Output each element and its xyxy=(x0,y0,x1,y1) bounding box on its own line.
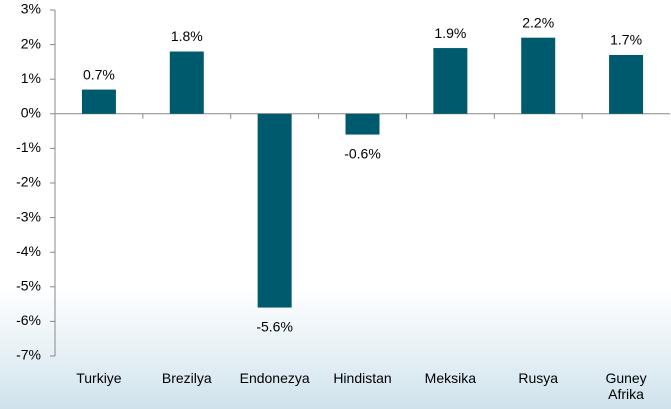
x-tick-label: Rusya xyxy=(518,370,559,386)
data-label: 1.7% xyxy=(610,32,642,48)
data-label: -5.6% xyxy=(256,318,293,334)
data-label: 0.7% xyxy=(83,66,115,82)
data-label: 1.8% xyxy=(171,28,203,44)
y-tick-label: -7% xyxy=(16,347,41,363)
x-tick-label: Meksika xyxy=(424,370,477,386)
y-tick-label: -1% xyxy=(16,139,41,155)
y-tick-label: -3% xyxy=(16,208,41,224)
y-tick-label: 2% xyxy=(21,35,41,51)
y-tick-label: 3% xyxy=(21,1,41,17)
y-tick-label: 0% xyxy=(21,105,41,121)
bar xyxy=(433,48,468,114)
y-tick-label: -6% xyxy=(16,312,41,328)
data-label: -0.6% xyxy=(344,145,381,161)
bar xyxy=(81,89,116,114)
bar xyxy=(257,113,292,308)
bar xyxy=(345,113,380,135)
y-tick-label: -5% xyxy=(16,278,41,294)
bar xyxy=(521,37,556,114)
data-label: 2.2% xyxy=(522,14,554,30)
x-tick-label: Hindistan xyxy=(333,370,392,386)
y-tick-label: 1% xyxy=(21,70,41,86)
bar xyxy=(169,51,204,114)
data-label: 1.9% xyxy=(434,25,466,41)
x-tick-label: Guney Afrika xyxy=(605,370,647,402)
x-tick-label: Brezilya xyxy=(161,370,212,386)
x-tick-label: Turkiye xyxy=(76,370,122,386)
y-tick-label: -2% xyxy=(16,174,41,190)
y-tick-label: -4% xyxy=(16,243,41,259)
x-tick-label: Endonezya xyxy=(239,370,310,386)
bar xyxy=(609,54,644,114)
